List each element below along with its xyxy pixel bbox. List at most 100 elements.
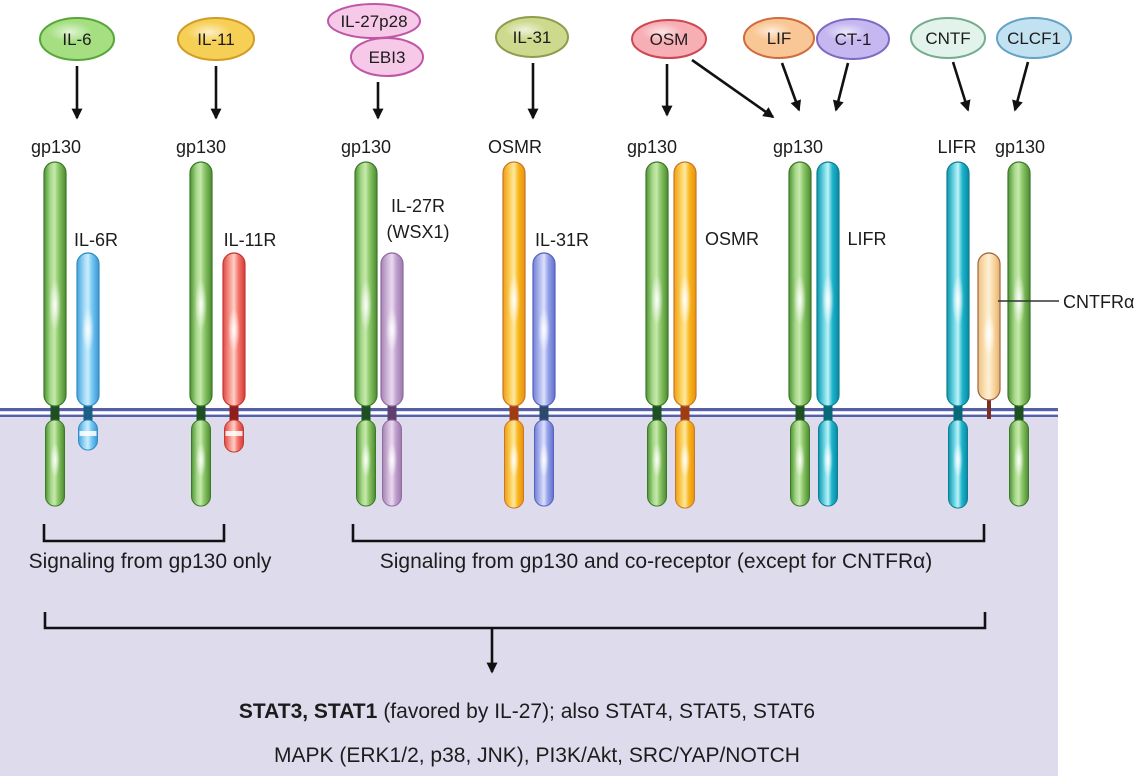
gloss bbox=[386, 308, 398, 352]
membrane-outer-line bbox=[0, 408, 1058, 412]
oval-ebi3 bbox=[350, 37, 424, 77]
label-gp130-6: gp130 bbox=[995, 137, 1045, 157]
group-brackets bbox=[42, 524, 987, 674]
arrow-osm-to-gp130-lifr bbox=[691, 58, 775, 119]
gloss bbox=[538, 308, 550, 352]
cytokine-ct-1: CT-1 bbox=[816, 18, 890, 60]
membrane-inner-line bbox=[0, 414, 1058, 418]
cytokine-il-31: IL-31 bbox=[495, 16, 569, 58]
cytokine-label: EBI3 bbox=[369, 48, 406, 67]
binding-arrows bbox=[71, 58, 1030, 120]
label-osmr-2: OSMR bbox=[705, 229, 759, 249]
gloss bbox=[679, 274, 691, 326]
il11r-stub-stripe bbox=[225, 431, 243, 436]
gloss bbox=[953, 442, 963, 478]
gloss bbox=[1014, 442, 1024, 478]
label-cntfra: CNTFRα bbox=[1063, 292, 1134, 312]
gloss bbox=[195, 279, 207, 331]
label-gp130-2: gp130 bbox=[176, 137, 226, 157]
gloss bbox=[361, 442, 371, 478]
cytokine-label: CNTF bbox=[925, 29, 970, 48]
cytokine-label: IL-31 bbox=[513, 28, 552, 47]
arrow-ct1-to-gp130 bbox=[832, 62, 850, 112]
cytokine-osm: OSM bbox=[631, 19, 707, 59]
cytoplasm-region bbox=[0, 418, 1058, 776]
cytokine-il-27: IL-27p28 EBI3 bbox=[327, 3, 424, 77]
gloss bbox=[509, 442, 519, 478]
gloss bbox=[504, 21, 546, 39]
gloss bbox=[387, 442, 397, 478]
cytokine-il-6: IL-6 bbox=[39, 17, 115, 61]
gloss bbox=[652, 442, 662, 478]
label-il27r-alt: (WSX1) bbox=[387, 222, 450, 242]
gloss bbox=[795, 442, 805, 478]
receptor-labels: gp130 IL-6R gp130 IL-11R gp130 IL-27R (W… bbox=[31, 137, 1134, 312]
gloss bbox=[983, 313, 995, 357]
cytokine-label: LIF bbox=[767, 29, 792, 48]
gloss bbox=[228, 308, 240, 352]
cytokine-label: IL-11 bbox=[197, 30, 235, 49]
label-gp130-5: gp130 bbox=[773, 137, 823, 157]
label-il6r: IL-6R bbox=[74, 230, 118, 250]
il6r-stub-stripe bbox=[79, 431, 97, 436]
gloss bbox=[651, 274, 663, 326]
oval-clcf1 bbox=[996, 17, 1072, 59]
gloss bbox=[49, 279, 61, 331]
gloss bbox=[641, 23, 683, 41]
label-il27r: IL-27R bbox=[391, 196, 445, 216]
gloss bbox=[196, 442, 206, 478]
gloss bbox=[360, 279, 372, 331]
cytokine-il-11: IL-11 bbox=[177, 17, 255, 61]
oval-il-27p28 bbox=[327, 3, 421, 39]
cytokine-label: IL-6 bbox=[62, 30, 91, 49]
arrow-cntf-to-lifr bbox=[951, 61, 971, 112]
cytokine-label: OSM bbox=[650, 30, 689, 49]
gloss bbox=[1013, 274, 1025, 326]
stalk-cntfra bbox=[987, 398, 991, 419]
cell-background bbox=[0, 408, 1058, 776]
gloss bbox=[823, 442, 833, 478]
cytokine-lif: LIF bbox=[743, 17, 815, 59]
gloss bbox=[50, 442, 60, 478]
gloss bbox=[508, 274, 520, 326]
signaling-outputs-line1: STAT3, STAT1 (favored by IL-27); also STA… bbox=[239, 700, 815, 723]
gloss bbox=[539, 442, 549, 478]
cytokine-label: IL-27p28 bbox=[340, 12, 407, 31]
gloss bbox=[794, 274, 806, 326]
label-il31r: IL-31R bbox=[535, 230, 589, 250]
gloss bbox=[680, 442, 690, 478]
gloss bbox=[752, 22, 792, 40]
cytokine-cntf: CNTF bbox=[910, 17, 986, 59]
label-lifr-1: LIFR bbox=[847, 229, 886, 249]
bracket-gp130-only bbox=[42, 524, 226, 543]
caption-texts: Signaling from gp130 only Signaling from… bbox=[29, 550, 933, 767]
label-gp130-3: gp130 bbox=[341, 137, 391, 157]
arrow-clcf1-to-gp130 bbox=[1012, 61, 1030, 112]
gloss bbox=[822, 274, 834, 326]
arrow-lif-to-gp130 bbox=[780, 62, 801, 112]
cytokine-label: CLCF1 bbox=[1007, 29, 1061, 48]
gloss bbox=[48, 22, 92, 42]
label-il11r: IL-11R bbox=[224, 230, 277, 250]
cytokine-clcf1: CLCF1 bbox=[996, 17, 1072, 59]
label-gp130-1: gp130 bbox=[31, 137, 81, 157]
outputs-stat-rest: (favored by IL-27); also STAT4, STAT5, S… bbox=[383, 700, 815, 723]
extracellular-domains bbox=[43, 161, 1031, 407]
bracket-co-receptor bbox=[351, 524, 986, 543]
caption-co-receptor: Signaling from gp130 and co-receptor (ex… bbox=[380, 550, 933, 573]
outputs-stat-bold: STAT3, STAT1 bbox=[239, 700, 378, 723]
cytokine-ligands: IL-6 IL-11 IL-27p28 EBI3 IL-31 OSM LIF bbox=[39, 3, 1072, 77]
cytokine-label: CT-1 bbox=[835, 30, 872, 49]
label-lifr-2: LIFR bbox=[937, 137, 976, 157]
gloss bbox=[825, 23, 867, 41]
gloss bbox=[952, 274, 964, 326]
oval-cntf bbox=[910, 17, 986, 59]
signaling-outputs-line2: MAPK (ERK1/2, p38, JNK), PI3K/Akt, SRC/Y… bbox=[274, 744, 800, 767]
bracket-all-complexes bbox=[43, 612, 987, 630]
intracellular-domains bbox=[45, 419, 1029, 509]
gloss bbox=[187, 22, 231, 42]
gloss bbox=[82, 308, 94, 352]
caption-gp130-only: Signaling from gp130 only bbox=[29, 550, 272, 573]
